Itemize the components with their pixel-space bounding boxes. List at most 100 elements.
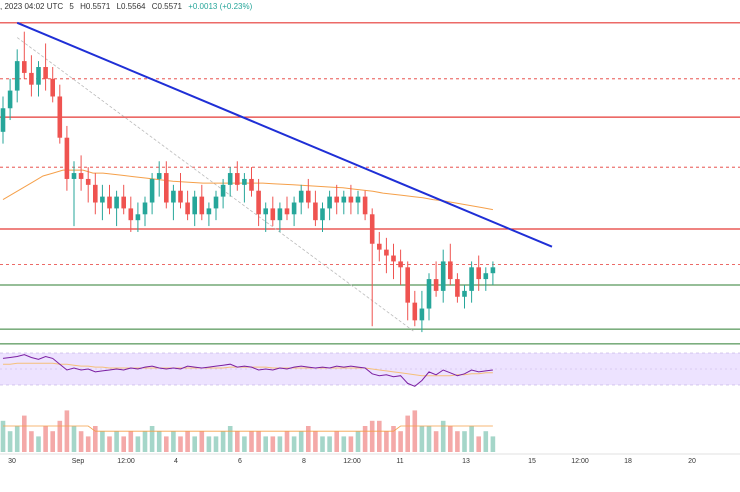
volume-bar: [419, 426, 425, 452]
candle-body: [235, 173, 240, 185]
candle-body: [213, 196, 219, 209]
rsi-line: [2, 354, 493, 387]
volume-bar: [156, 431, 162, 452]
volume-bar: [178, 436, 183, 452]
volume-bar: [284, 431, 290, 452]
x-tick-label: 30: [8, 458, 16, 465]
x-tick-label: 18: [624, 458, 632, 465]
volume-bar: [490, 436, 496, 452]
header-open-fragment: 5: [69, 2, 74, 11]
volume-bar: [114, 431, 119, 452]
candle-body: [405, 267, 410, 303]
volume-bar: [36, 436, 41, 452]
volume-bar: [448, 426, 453, 452]
candle-body: [455, 279, 460, 297]
volume-bar: [149, 426, 155, 452]
candle-body: [121, 196, 126, 209]
candle-body: [320, 208, 325, 221]
volume-bar: [128, 431, 134, 452]
candle-body: [398, 261, 403, 268]
volume-bar: [107, 436, 112, 452]
moving-average-line: [2, 169, 493, 211]
candle-body: [462, 290, 467, 297]
volume-ma-line: [3, 425, 493, 432]
volume-bar: [462, 431, 467, 452]
candle-body: [227, 173, 233, 185]
volume-bar: [7, 431, 13, 452]
header-high: H0.5571: [80, 2, 111, 11]
volume-bar: [227, 426, 233, 452]
candle-body: [192, 196, 197, 215]
volume-bar: [0, 420, 6, 452]
volume-bar: [348, 436, 354, 452]
candle-body: [242, 178, 247, 185]
volume-bar: [78, 431, 84, 452]
volume-bar: [476, 436, 481, 452]
candle-body: [277, 208, 283, 221]
x-tick-label: 11: [396, 458, 403, 465]
volume-bar: [334, 431, 339, 452]
volume-bar: [455, 431, 460, 452]
candle-body: [256, 190, 261, 215]
candle-body: [348, 196, 354, 203]
x-tick-label: 4: [174, 458, 178, 465]
candle-body: [107, 196, 112, 209]
volume-bar: [298, 431, 304, 452]
candle-body: [100, 196, 105, 203]
candle-body: [391, 255, 396, 262]
candle-body: [178, 190, 183, 203]
volume-bar: [185, 431, 190, 452]
bearish-trendline: [16, 21, 553, 248]
x-tick-label: Sep: [72, 458, 85, 465]
candle-body: [377, 243, 382, 250]
candle-body: [334, 196, 339, 203]
x-tick-label: 8: [302, 458, 306, 465]
volume-bar: [291, 436, 297, 452]
candle-body: [426, 279, 432, 309]
volume-bar: [171, 431, 176, 452]
candle-body: [43, 67, 48, 79]
volume-bar: [377, 420, 382, 452]
volume-bar: [426, 426, 432, 452]
volume-bar: [14, 426, 20, 452]
candle-body: [220, 184, 226, 197]
volume-bar: [57, 420, 63, 452]
volume-bar: [277, 436, 283, 452]
candle-body: [171, 190, 176, 203]
x-tick-label: 20: [688, 458, 696, 465]
candle-body: [128, 208, 134, 221]
candle-body: [469, 267, 474, 291]
volume-bar: [391, 426, 396, 452]
volume-bar: [206, 436, 212, 452]
volume-bar: [306, 426, 311, 452]
volume-bar: [412, 410, 418, 452]
volume-bar: [327, 436, 332, 452]
volume-bar: [469, 426, 474, 452]
candle-body: [291, 202, 297, 215]
candle-body: [313, 202, 318, 221]
volume-bar: [320, 436, 325, 452]
volume-bar: [249, 431, 254, 452]
volume-bar: [355, 431, 361, 452]
candle-body: [22, 61, 27, 73]
volume-bar: [142, 431, 148, 452]
volume-bar: [29, 431, 34, 452]
candle-body: [384, 249, 389, 256]
header-datetime: , 2023 04:02 UTC: [0, 2, 64, 11]
x-tick-label: 15: [528, 458, 536, 465]
ohlc-header: , 2023 04:02 UTC 5 H0.5571 L0.5564 C0.55…: [0, 2, 256, 11]
candle-body: [263, 208, 268, 215]
candle-body: [284, 208, 290, 215]
candle-body: [206, 208, 212, 215]
volume-bar: [270, 436, 276, 452]
candle-body: [355, 196, 361, 203]
volume-bar: [199, 431, 205, 452]
candle-body: [185, 202, 190, 215]
candle-body: [50, 78, 55, 97]
candle-body: [433, 279, 439, 291]
header-low: L0.5564: [116, 2, 146, 11]
x-tick-label: 12:00: [571, 458, 589, 465]
volume-bar: [213, 436, 219, 452]
